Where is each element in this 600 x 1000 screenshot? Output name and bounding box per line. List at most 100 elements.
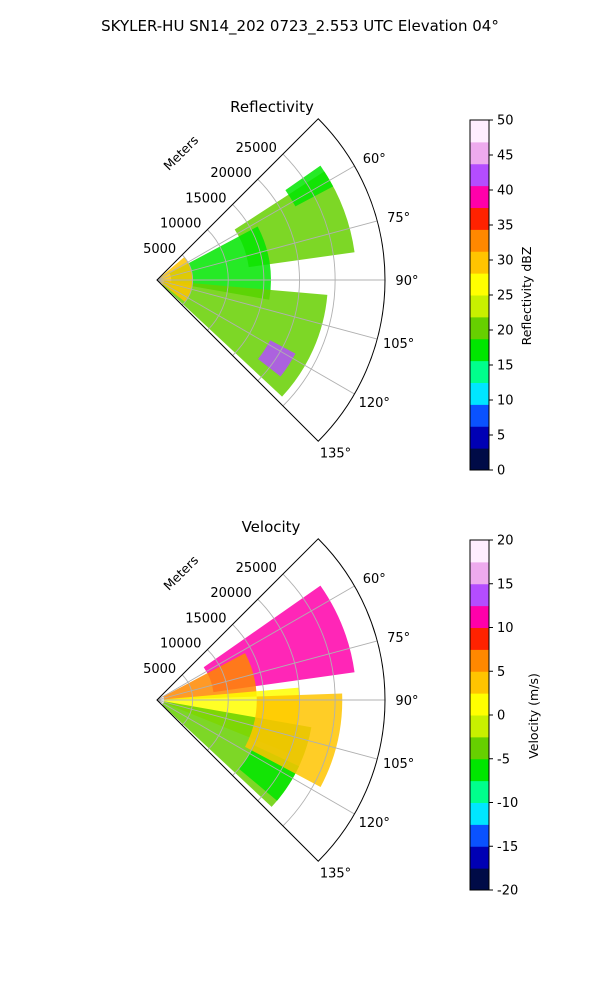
velocity-colorbar-swatch: [470, 649, 489, 672]
velocity-radial-tick-label: 15000: [185, 611, 226, 626]
reflectivity-colorbar-swatch: [470, 273, 489, 296]
velocity-colorbar-swatch: [470, 540, 489, 563]
velocity-angle-tick-label: 60°: [363, 572, 386, 587]
reflectivity-colorbar-tick-label: 10: [497, 394, 514, 409]
velocity-azimuth-spoke-0: [156, 585, 355, 701]
velocity-colorbar-tick-label: 5: [497, 665, 505, 680]
velocity-radial-tick-label: 5000: [143, 662, 176, 677]
reflectivity-radial-tick-label: 25000: [236, 141, 277, 156]
velocity-echo-region-4: [238, 745, 300, 801]
reflectivity-ticks: 5000 10000 15000 20000 25000 60° 75° 90° 105° 120…: [143, 141, 418, 461]
reflectivity-angle-tick-label: 90°: [395, 274, 418, 289]
velocity-colorbar-tick-label: -5: [497, 752, 510, 767]
reflectivity-azimuth-spoke-0: [156, 165, 355, 281]
velocity-colorbar: -20 -15 -10 -5 0 5 10 15 20: [469, 534, 518, 899]
velocity-azimuth-spoke-3: [156, 699, 378, 760]
reflectivity-colorbar-swatch: [470, 316, 489, 340]
velocity-colorbar-swatch: [470, 758, 489, 782]
velocity-colorbar-swatch: [470, 693, 489, 716]
reflectivity-colorbar-swatch: [470, 163, 489, 187]
velocity-colorbar-tick-label: 20: [497, 534, 514, 549]
reflectivity-echo-region-4: [157, 257, 193, 302]
reflectivity-radial-axis-label: Meters: [160, 132, 201, 173]
reflectivity-radial-tick-label: 10000: [160, 217, 201, 232]
reflectivity-colorbar-tick-label: 40: [497, 184, 514, 199]
velocity-colorbar-swatch: [470, 715, 489, 738]
velocity-colorbar-swatch: [470, 802, 489, 825]
velocity-radial-tick-label: 10000: [160, 637, 201, 652]
velocity-azimuth-spoke-4: [156, 699, 355, 815]
reflectivity-echo-region-3: [258, 340, 296, 377]
reflectivity-colorbar-tick-label: 35: [497, 219, 514, 234]
reflectivity-colorbar-tick-label: 30: [497, 254, 514, 269]
velocity-colorbar-label: Velocity (m/s): [526, 673, 541, 759]
reflectivity-colorbar-tick-label: 25: [497, 289, 514, 304]
reflectivity-angle-tick-label: 60°: [363, 152, 386, 167]
velocity-colorbar-swatch: [470, 868, 489, 891]
reflectivity-grid: [156, 118, 386, 442]
velocity-angle-tick-label: 135°: [320, 867, 351, 882]
reflectivity-angle-tick-label: 120°: [359, 396, 390, 411]
velocity-colorbar-swatch: [470, 780, 489, 803]
velocity-colorbar-tick-label: -10: [497, 796, 518, 811]
velocity-azimuth-spoke-1: [156, 640, 378, 701]
reflectivity-colorbar-swatch: [470, 141, 489, 165]
velocity-sector-outline: [156, 538, 386, 862]
reflectivity-colorbar-swatch: [470, 338, 489, 362]
reflectivity-azimuth-spoke-1: [156, 220, 378, 281]
reflectivity-panel: Reflectivity 5000 10000 15000 20000 25000 60°…: [143, 98, 534, 479]
reflectivity-radial-tick-label: 15000: [185, 191, 226, 206]
reflectivity-colorbar-tick-label: 20: [497, 324, 514, 339]
velocity-colorbar-swatch: [470, 583, 489, 607]
reflectivity-colorbar-tick-label: 5: [497, 429, 505, 444]
velocity-ticks: 5000 10000 15000 20000 25000 60° 75° 90° 105° 120…: [143, 561, 418, 881]
reflectivity-colorbar-swatch: [470, 426, 489, 449]
reflectivity-colorbar-tick-label: 45: [497, 149, 514, 164]
reflectivity-colorbar-swatch: [470, 229, 489, 252]
reflectivity-colorbar-label: Reflectivity dBZ: [519, 247, 534, 346]
velocity-radial-axis-label: Meters: [160, 552, 201, 593]
velocity-angle-tick-label: 75°: [387, 631, 410, 646]
velocity-colorbar-swatch: [470, 671, 489, 694]
reflectivity-azimuth-spoke-3: [156, 279, 378, 340]
velocity-angle-tick-label: 105°: [383, 757, 414, 772]
velocity-colorbar-tick-label: 0: [497, 709, 505, 724]
velocity-panel: Velocity 5000 10000 15000 20000 25000 60° 75° 9…: [143, 518, 541, 899]
reflectivity-colorbar-tick-label: 15: [497, 359, 514, 374]
reflectivity-colorbar: 0 5 10 15 20 25 30 35 40 45 50: [469, 114, 514, 479]
velocity-colorbar-swatch: [470, 736, 489, 760]
reflectivity-colorbar-swatch: [470, 448, 489, 471]
reflectivity-angle-tick-label: 135°: [320, 447, 351, 462]
figure-title: SKYLER-HU SN14_202 0723_2.553 UTC Elevat…: [101, 17, 499, 36]
reflectivity-radial-tick-label: 20000: [210, 166, 251, 181]
reflectivity-colorbar-swatch: [470, 207, 489, 230]
velocity-echo-region-1: [163, 653, 257, 700]
velocity-colorbar-tick-label: 15: [497, 577, 514, 592]
velocity-angle-tick-label: 120°: [359, 816, 390, 831]
velocity-colorbar-swatch: [470, 846, 489, 869]
reflectivity-colorbar-tick-label: 50: [497, 114, 514, 129]
reflectivity-echo-layer: [157, 165, 355, 397]
velocity-colorbar-swatch: [470, 824, 489, 847]
reflectivity-colorbar-swatch: [470, 404, 489, 427]
reflectivity-colorbar-swatch: [470, 120, 489, 143]
velocity-colorbar-tick-label: -15: [497, 840, 518, 855]
reflectivity-sector-outline: [156, 118, 386, 442]
reflectivity-echo-region-5: [285, 165, 334, 207]
velocity-angle-tick-label: 90°: [395, 694, 418, 709]
reflectivity-radial-tick-label: 5000: [143, 242, 176, 257]
velocity-grid: [156, 538, 386, 862]
reflectivity-azimuth-spoke-4: [156, 279, 355, 395]
velocity-colorbar-tick-label: -20: [497, 884, 518, 899]
velocity-radial-tick-label: 25000: [236, 561, 277, 576]
reflectivity-colorbar-swatch: [470, 185, 489, 208]
velocity-colorbar-tick-label: 10: [497, 621, 514, 636]
velocity-colorbar-swatch: [470, 561, 489, 585]
velocity-colorbar-swatch: [470, 627, 489, 650]
reflectivity-angle-tick-label: 105°: [383, 337, 414, 352]
reflectivity-colorbar-swatch: [470, 251, 489, 274]
reflectivity-colorbar-tick-label: 0: [497, 464, 505, 479]
reflectivity-angle-tick-label: 75°: [387, 211, 410, 226]
reflectivity-title: Reflectivity: [230, 98, 314, 116]
